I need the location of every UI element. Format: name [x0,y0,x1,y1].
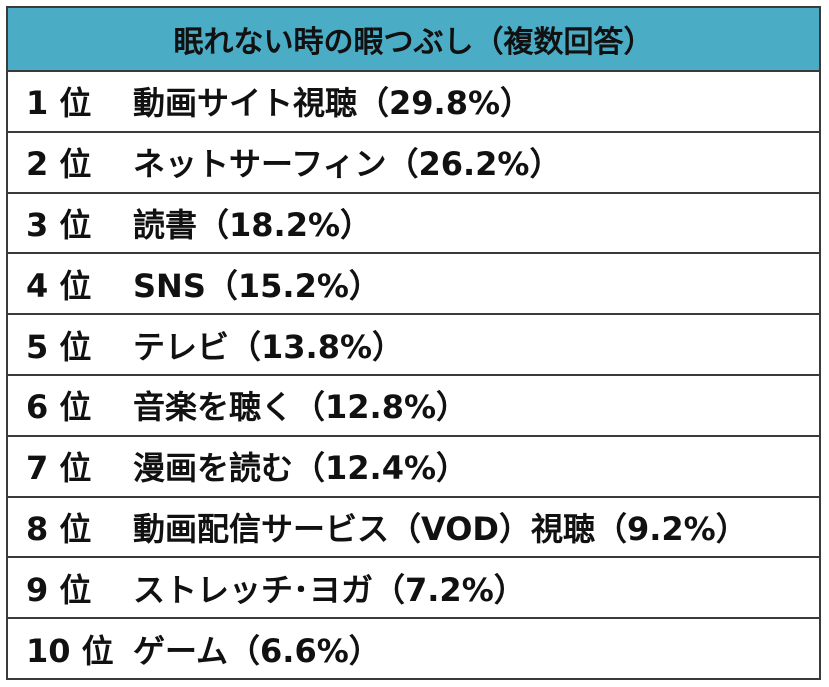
activity-label: ストレッチ･ヨガ（7.2%） [133,570,526,609]
table-title: 眠れない時の暇つぶし（複数回答） [173,25,654,60]
table-row: 4 位 SNS（15.2%） [8,254,819,316]
activity-label: ネットサーフィン（26.2%） [133,145,562,184]
table-row: 9 位 ストレッチ･ヨガ（7.2%） [8,558,819,620]
rank-label: 2 位 [26,145,92,184]
rank-label: 4 位 [26,266,92,305]
activity-label: 動画配信サービス（VOD）視聴（9.2%） [133,509,748,548]
rank-label: 9 位 [26,570,92,609]
table-header: 眠れない時の暇つぶし（複数回答） [8,8,819,72]
activity-label: テレビ（13.8%） [133,327,405,366]
activity-label: 読書（18.2%） [133,205,373,244]
rank-label: 8 位 [26,509,92,548]
activity-label: 音楽を聴く（12.8%） [133,388,469,427]
table-row: 3 位 読書（18.2%） [8,193,819,255]
activity-label: 動画サイト視聴（29.8%） [133,84,533,123]
rank-label: 5 位 [26,327,92,366]
table-row: 10 位 ゲーム（6.6%） [8,619,819,678]
table-row: 6 位 音楽を聴く（12.8%） [8,375,819,437]
activity-label: 漫画を読む（12.4%） [133,449,469,488]
activity-label: ゲーム（6.6%） [133,631,381,670]
activity-label: SNS（15.2%） [133,266,381,305]
rank-label: 3 位 [26,205,92,244]
table-row: 1 位 動画サイト視聴（29.8%） [8,72,819,133]
table-row: 7 位 漫画を読む（12.4%） [8,436,819,498]
table-row: 5 位 テレビ（13.8%） [8,315,819,376]
rank-label: 10 位 [26,631,114,670]
ranking-table: 眠れない時の暇つぶし（複数回答） 1 位 動画サイト視聴（29.8%） 2 位 … [6,6,821,680]
rank-label: 7 位 [26,449,92,488]
table-row: 8 位 動画配信サービス（VOD）視聴（9.2%） [8,497,819,559]
rank-label: 1 位 [26,84,92,123]
table-row: 2 位 ネットサーフィン（26.2%） [8,132,819,194]
rank-label: 6 位 [26,388,92,427]
